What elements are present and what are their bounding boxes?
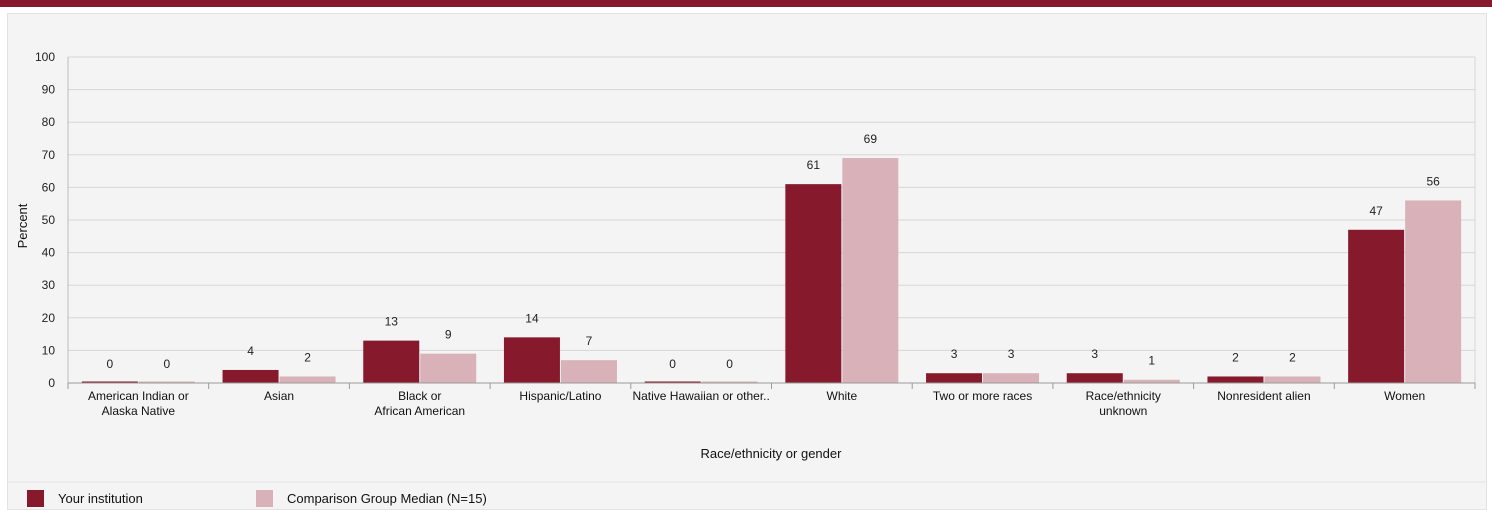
data-label: 3 (951, 347, 958, 361)
bar (1207, 376, 1264, 383)
y-tick-label: 0 (48, 376, 55, 390)
legend-swatch (256, 490, 273, 507)
x-category-label: Black or (398, 389, 441, 403)
data-label: 2 (1289, 350, 1296, 364)
bar (81, 381, 138, 383)
bar (1123, 379, 1180, 383)
bar (1066, 373, 1123, 383)
y-tick-label: 90 (42, 83, 56, 97)
bar (701, 381, 758, 383)
data-label: 47 (1369, 204, 1383, 218)
x-category-label: Hispanic/Latino (519, 389, 601, 403)
data-label: 61 (807, 158, 821, 172)
y-tick-label: 80 (42, 115, 56, 129)
y-tick-label: 10 (42, 343, 56, 357)
bar (842, 158, 899, 383)
x-category-label: American Indian or (88, 389, 189, 403)
data-labels: 0 4 13 14 0 61 3 3 2 47 0 2 9 7 0 69 3 1 2 56 (107, 132, 1441, 371)
x-category-label: Women (1384, 389, 1425, 403)
data-label: 69 (864, 132, 878, 146)
legend: Your institution Comparison Group Median … (27, 490, 487, 507)
header-bar (0, 0, 1492, 7)
data-label: 3 (1008, 347, 1015, 361)
x-category-label: Two or more races (933, 389, 1032, 403)
x-category-label: Nonresident alien (1217, 389, 1310, 403)
data-label: 0 (726, 357, 733, 371)
x-category-label: White (827, 389, 858, 403)
data-label: 7 (586, 334, 593, 348)
bar (1405, 200, 1462, 383)
x-category-label: unknown (1099, 404, 1147, 418)
y-tick-label: 100 (35, 50, 55, 64)
legend-swatch (27, 490, 44, 507)
bar (503, 337, 560, 383)
y-tick-label: 50 (42, 213, 56, 227)
chart-panel (7, 13, 1487, 510)
bar (222, 369, 279, 383)
y-tick-label: 40 (42, 246, 56, 260)
bar (1348, 229, 1405, 383)
bar (138, 381, 195, 383)
legend-label: Your institution (58, 491, 143, 506)
gridlines (68, 56, 1476, 383)
data-label: 2 (304, 350, 311, 364)
bar (983, 373, 1040, 383)
x-category-label: Race/ethnicity (1086, 389, 1161, 403)
bar (363, 340, 420, 383)
x-category-label: Native Hawaiian or other.. (632, 389, 769, 403)
bar (560, 360, 617, 383)
data-label: 2 (1232, 350, 1239, 364)
data-label: 3 (1091, 347, 1098, 361)
data-label: 4 (247, 344, 254, 358)
y-tick-label: 20 (42, 311, 56, 325)
bars (81, 158, 1462, 383)
x-category-label: African American (374, 404, 465, 418)
data-label: 1 (1148, 354, 1155, 368)
data-label: 13 (385, 315, 399, 329)
bar (420, 353, 477, 383)
bar (926, 373, 983, 383)
data-label: 0 (669, 357, 676, 371)
y-axis-title: Percent (15, 203, 30, 248)
x-category-label: Alaska Native (102, 404, 176, 418)
data-label: 0 (164, 357, 171, 371)
y-tick-label: 60 (42, 180, 56, 194)
data-label: 0 (107, 357, 114, 371)
bar (1264, 376, 1321, 383)
y-tick-label: 30 (42, 278, 56, 292)
bar (644, 381, 701, 383)
x-axis-title: Race/ethnicity or gender (701, 446, 843, 461)
legend-label: Comparison Group Median (N=15) (287, 491, 487, 506)
x-category-label: Asian (264, 389, 294, 403)
data-label: 14 (525, 311, 539, 325)
y-tick-label: 70 (42, 148, 56, 162)
data-label: 56 (1426, 174, 1440, 188)
bar (785, 184, 842, 383)
data-label: 9 (445, 328, 452, 342)
bar (279, 376, 336, 383)
